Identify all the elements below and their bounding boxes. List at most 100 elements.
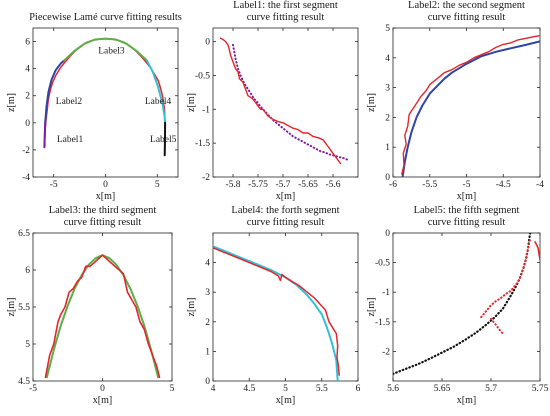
x-tick-label-overview: -5 [50, 180, 58, 190]
y-tick-label-label4: 1 [205, 347, 210, 357]
x-tick-label-label5: 5.75 [532, 384, 549, 394]
x-tick-label-label1: -5.75 [248, 180, 268, 190]
y-axis-label-label1: z[m] [186, 93, 197, 112]
axes-frame-label2 [392, 27, 541, 178]
series-line-label5-4 [490, 317, 504, 335]
x-axis-label-label2: x[m] [457, 191, 476, 202]
y-tick-label-label2: 4 [385, 54, 390, 64]
x-tick-label-label5: 5.65 [434, 384, 451, 394]
y-tick-label-label2: 0 [385, 173, 390, 183]
axes-frame-label1 [212, 27, 359, 178]
y-tick-label-label4: 0 [205, 377, 210, 387]
chart-title-label4-line1: Label4: the forth segment [231, 205, 339, 216]
chart-title-label4-line2: curve fitting result [247, 217, 325, 228]
series-line-label1-2 [219, 37, 342, 165]
y-tick-label-label4: 2 [205, 318, 210, 328]
series-line-label5-2 [480, 237, 532, 319]
chart-title-label2-line2: curve fitting result [428, 12, 506, 23]
x-tick-label-overview: 5 [155, 180, 160, 190]
series-line-label3-1 [45, 254, 160, 379]
y-axis-label-label2: z[m] [366, 93, 377, 112]
y-tick-label-label3: 6.5 [18, 229, 30, 239]
x-tick-label-label1: -5.7 [275, 180, 290, 190]
y-tick-label-label3: 4.5 [18, 377, 30, 387]
x-axis-label-label3: x[m] [93, 395, 112, 406]
y-tick-label-label5: -2 [382, 347, 390, 357]
x-tick-label-label2: -6 [389, 180, 397, 190]
y-tick-label-label2: 5 [385, 24, 390, 34]
y-tick-label-label4: 3 [205, 288, 210, 298]
y-tick-label-overview: 4 [25, 65, 30, 75]
y-tick-label-label4: 4 [205, 259, 210, 269]
annotation-label3: Label3 [98, 47, 125, 57]
x-tick-label-label3: -5 [29, 384, 37, 394]
y-tick-label-label5: -1.5 [375, 318, 390, 328]
y-tick-label-overview: 6 [25, 38, 30, 48]
y-tick-label-label2: 2 [385, 113, 390, 123]
x-tick-label-label2: -5 [463, 180, 471, 190]
y-tick-label-label3: 6 [25, 266, 30, 276]
y-tick-label-overview: 2 [25, 92, 30, 102]
series-group-label4 [213, 245, 340, 381]
series-line-label2-1 [401, 40, 540, 177]
x-tick-label-label3: 0 [100, 384, 105, 394]
x-tick-label-label4: 4.5 [243, 384, 255, 394]
x-tick-label-label5: 5.6 [387, 384, 399, 394]
annotation-label4: Label4 [145, 97, 172, 107]
x-tick-label-label4: 4 [211, 384, 216, 394]
x-tick-label-label5: 5.7 [485, 384, 497, 394]
x-tick-label-label4: 5.5 [316, 384, 328, 394]
x-axis-label-overview: x[m] [96, 191, 115, 202]
x-tick-label-label4: 6 [356, 384, 361, 394]
x-axis-label-label1: x[m] [276, 191, 295, 202]
series-line-label4-1 [213, 245, 339, 381]
chart-title-label5-line2: curve fitting result [428, 217, 506, 228]
x-tick-label-label2: -4.5 [496, 180, 511, 190]
y-axis-label-overview: z[m] [6, 93, 17, 112]
x-tick-label-label1: -5.8 [225, 180, 240, 190]
y-tick-label-label5: -1 [382, 288, 390, 298]
series-line-label3-2 [44, 254, 161, 379]
y-tick-label-label1: 0 [205, 38, 210, 48]
series-line-overview-4 [63, 37, 148, 62]
chart-title-label2-line1: Label2: the second segment [408, 0, 525, 11]
y-tick-label-label3: 5.5 [18, 303, 30, 313]
x-tick-label-label3: 5 [170, 384, 175, 394]
series-line-label1-1 [232, 43, 349, 162]
y-tick-label-label2: 3 [385, 84, 390, 94]
y-axis-label-label3: z[m] [6, 298, 17, 317]
chart-overview: Piecewise Lamé curve fitting results -5 0 5… [6, 12, 182, 202]
annotation-label5: Label5 [150, 135, 177, 145]
series-group-overview [43, 37, 167, 157]
x-tick-label-overview: 0 [103, 180, 108, 190]
y-tick-label-label1: -1.5 [195, 139, 210, 149]
series-group-label5 [393, 233, 540, 375]
x-tick-label-label1: -5.65 [298, 180, 318, 190]
x-axis-label-label4: x[m] [276, 395, 295, 406]
y-axis-label-label4: z[m] [186, 298, 197, 317]
series-group-label1 [219, 37, 349, 165]
series-line-overview-3 [44, 59, 66, 124]
x-tick-label-label1: -5.6 [325, 180, 340, 190]
y-tick-label-label1: -0.5 [195, 71, 210, 81]
series-line-overview-2 [43, 121, 47, 149]
axes-frame-label5 [392, 232, 541, 382]
annotation-label2: Label2 [56, 97, 83, 107]
x-axis-label-label5: x[m] [457, 395, 476, 406]
chart-title-label3-line2: curve fitting result [64, 217, 142, 228]
y-tick-label-label2: 1 [385, 143, 390, 153]
y-tick-label-overview: 0 [25, 119, 30, 129]
x-tick-label-label2: -4 [536, 180, 544, 190]
series-line-label2-2 [401, 34, 540, 175]
annotation-label1: Label1 [57, 135, 84, 145]
series-group-label3 [44, 254, 161, 379]
series-group-label2 [401, 34, 540, 177]
y-tick-label-label3: 5 [25, 340, 30, 350]
y-tick-label-label5: -0.5 [375, 259, 390, 269]
